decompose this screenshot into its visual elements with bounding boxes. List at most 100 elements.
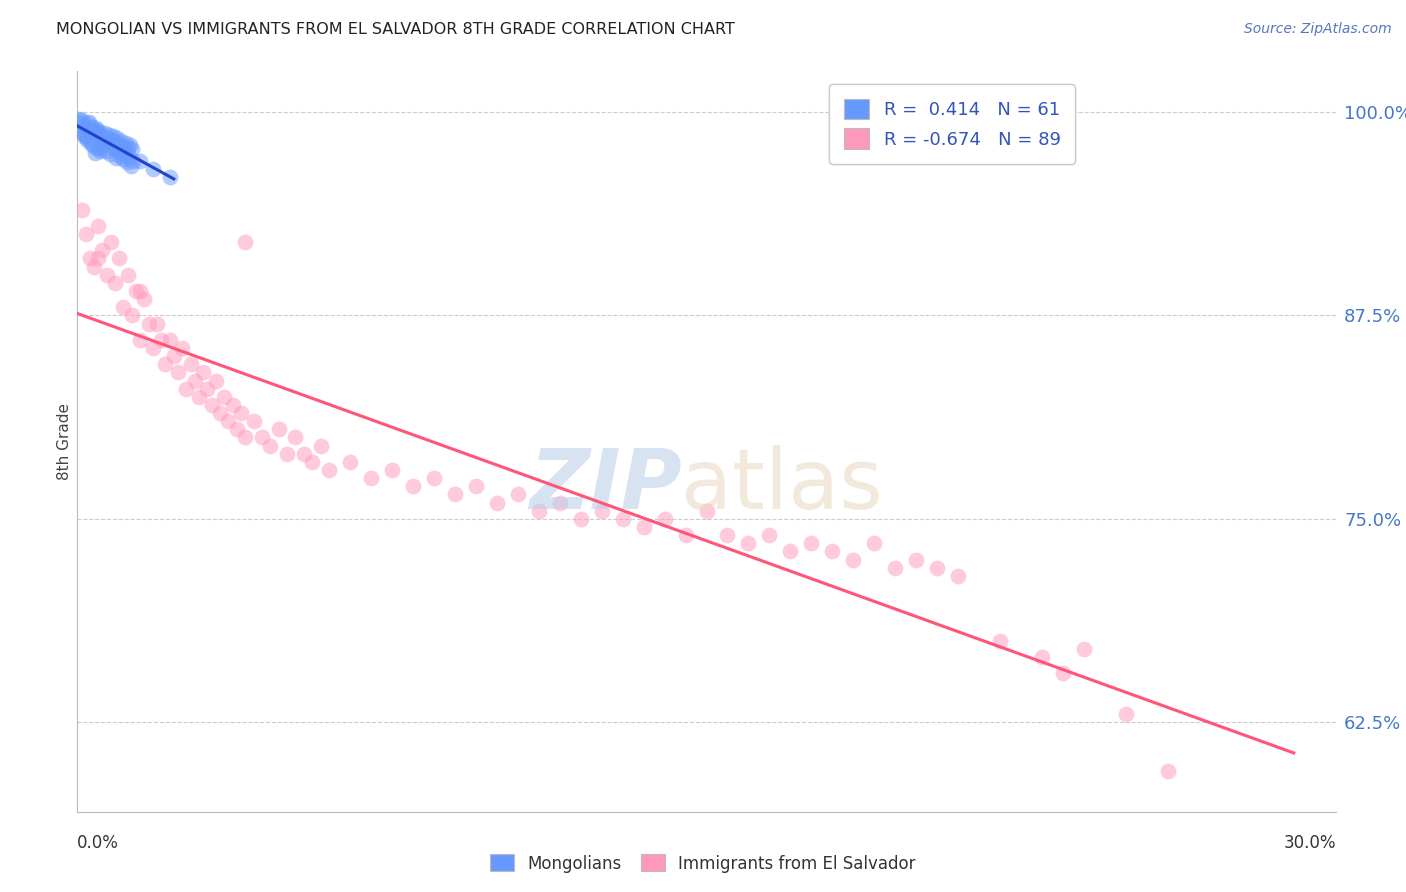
Point bbox=[758, 528, 780, 542]
Point bbox=[309, 439, 332, 453]
Point bbox=[115, 155, 138, 169]
Point bbox=[93, 126, 115, 140]
Point bbox=[276, 447, 298, 461]
Point bbox=[94, 144, 117, 158]
Point bbox=[821, 544, 844, 558]
Point bbox=[91, 137, 114, 152]
Point bbox=[96, 131, 118, 145]
Point bbox=[242, 414, 264, 428]
Point bbox=[129, 333, 152, 347]
Point bbox=[80, 136, 103, 150]
Point bbox=[67, 112, 90, 126]
Point bbox=[142, 161, 165, 176]
Point bbox=[70, 113, 93, 128]
Point bbox=[884, 560, 907, 574]
Point bbox=[112, 301, 135, 315]
Point bbox=[204, 374, 226, 388]
Point bbox=[948, 568, 970, 582]
Y-axis label: 8th Grade: 8th Grade bbox=[56, 403, 72, 480]
Point bbox=[184, 374, 207, 388]
Point bbox=[905, 552, 928, 566]
Point bbox=[107, 144, 129, 158]
Point bbox=[73, 128, 96, 142]
Point bbox=[146, 317, 169, 331]
Point bbox=[716, 528, 738, 542]
Point bbox=[101, 129, 124, 144]
Point bbox=[339, 455, 361, 469]
Point bbox=[89, 124, 111, 138]
Point bbox=[84, 121, 107, 136]
Point bbox=[176, 382, 198, 396]
Point bbox=[612, 512, 634, 526]
Point bbox=[229, 406, 252, 420]
Point bbox=[548, 495, 571, 509]
Point bbox=[117, 268, 139, 282]
Legend: R =  0.414   N = 61, R = -0.674   N = 89: R = 0.414 N = 61, R = -0.674 N = 89 bbox=[830, 84, 1076, 164]
Point bbox=[221, 398, 243, 412]
Point bbox=[114, 136, 136, 150]
Point bbox=[70, 202, 93, 217]
Point bbox=[464, 479, 486, 493]
Point bbox=[569, 512, 592, 526]
Point bbox=[96, 133, 118, 147]
Point bbox=[108, 149, 131, 163]
Point bbox=[87, 252, 110, 266]
Text: MONGOLIAN VS IMMIGRANTS FROM EL SALVADOR 8TH GRADE CORRELATION CHART: MONGOLIAN VS IMMIGRANTS FROM EL SALVADOR… bbox=[56, 22, 735, 37]
Point bbox=[654, 512, 676, 526]
Point bbox=[863, 536, 886, 550]
Point bbox=[159, 333, 181, 347]
Point bbox=[1157, 764, 1180, 778]
Point bbox=[79, 252, 101, 266]
Point bbox=[112, 139, 135, 153]
Point bbox=[117, 149, 139, 163]
Legend: Mongolians, Immigrants from El Salvador: Mongolians, Immigrants from El Salvador bbox=[484, 847, 922, 880]
Point bbox=[91, 129, 114, 144]
Point bbox=[1115, 707, 1137, 722]
Point bbox=[444, 487, 467, 501]
Point bbox=[75, 121, 97, 136]
Point bbox=[91, 244, 114, 258]
Point bbox=[633, 520, 655, 534]
Point bbox=[485, 495, 508, 509]
Point bbox=[120, 159, 142, 173]
Point bbox=[842, 552, 865, 566]
Point bbox=[129, 284, 152, 298]
Point bbox=[82, 137, 104, 152]
Point bbox=[82, 124, 104, 138]
Point bbox=[195, 382, 218, 396]
Point bbox=[110, 134, 132, 148]
Point bbox=[1073, 642, 1095, 657]
Point bbox=[696, 504, 718, 518]
Text: 30.0%: 30.0% bbox=[1284, 834, 1336, 852]
Text: ZIP: ZIP bbox=[529, 445, 682, 526]
Point bbox=[108, 137, 131, 152]
Point bbox=[129, 153, 152, 168]
Point bbox=[675, 528, 697, 542]
Point bbox=[100, 235, 122, 250]
Point bbox=[104, 134, 127, 148]
Point bbox=[76, 116, 98, 130]
Point bbox=[111, 153, 134, 167]
Point bbox=[72, 123, 94, 137]
Point bbox=[423, 471, 446, 485]
Point bbox=[75, 227, 97, 241]
Point bbox=[96, 268, 118, 282]
Point bbox=[134, 292, 156, 306]
Point bbox=[89, 141, 111, 155]
Point bbox=[84, 141, 107, 155]
Point bbox=[104, 276, 127, 290]
Point bbox=[76, 133, 98, 147]
Point bbox=[800, 536, 823, 550]
Text: atlas: atlas bbox=[682, 445, 883, 526]
Point bbox=[180, 357, 202, 371]
Point bbox=[191, 365, 215, 379]
Point bbox=[927, 560, 949, 574]
Point bbox=[381, 463, 404, 477]
Point bbox=[100, 139, 122, 153]
Point bbox=[172, 341, 194, 355]
Point bbox=[212, 390, 235, 404]
Point bbox=[208, 406, 231, 420]
Point bbox=[80, 120, 103, 134]
Point bbox=[250, 430, 273, 444]
Point bbox=[591, 504, 613, 518]
